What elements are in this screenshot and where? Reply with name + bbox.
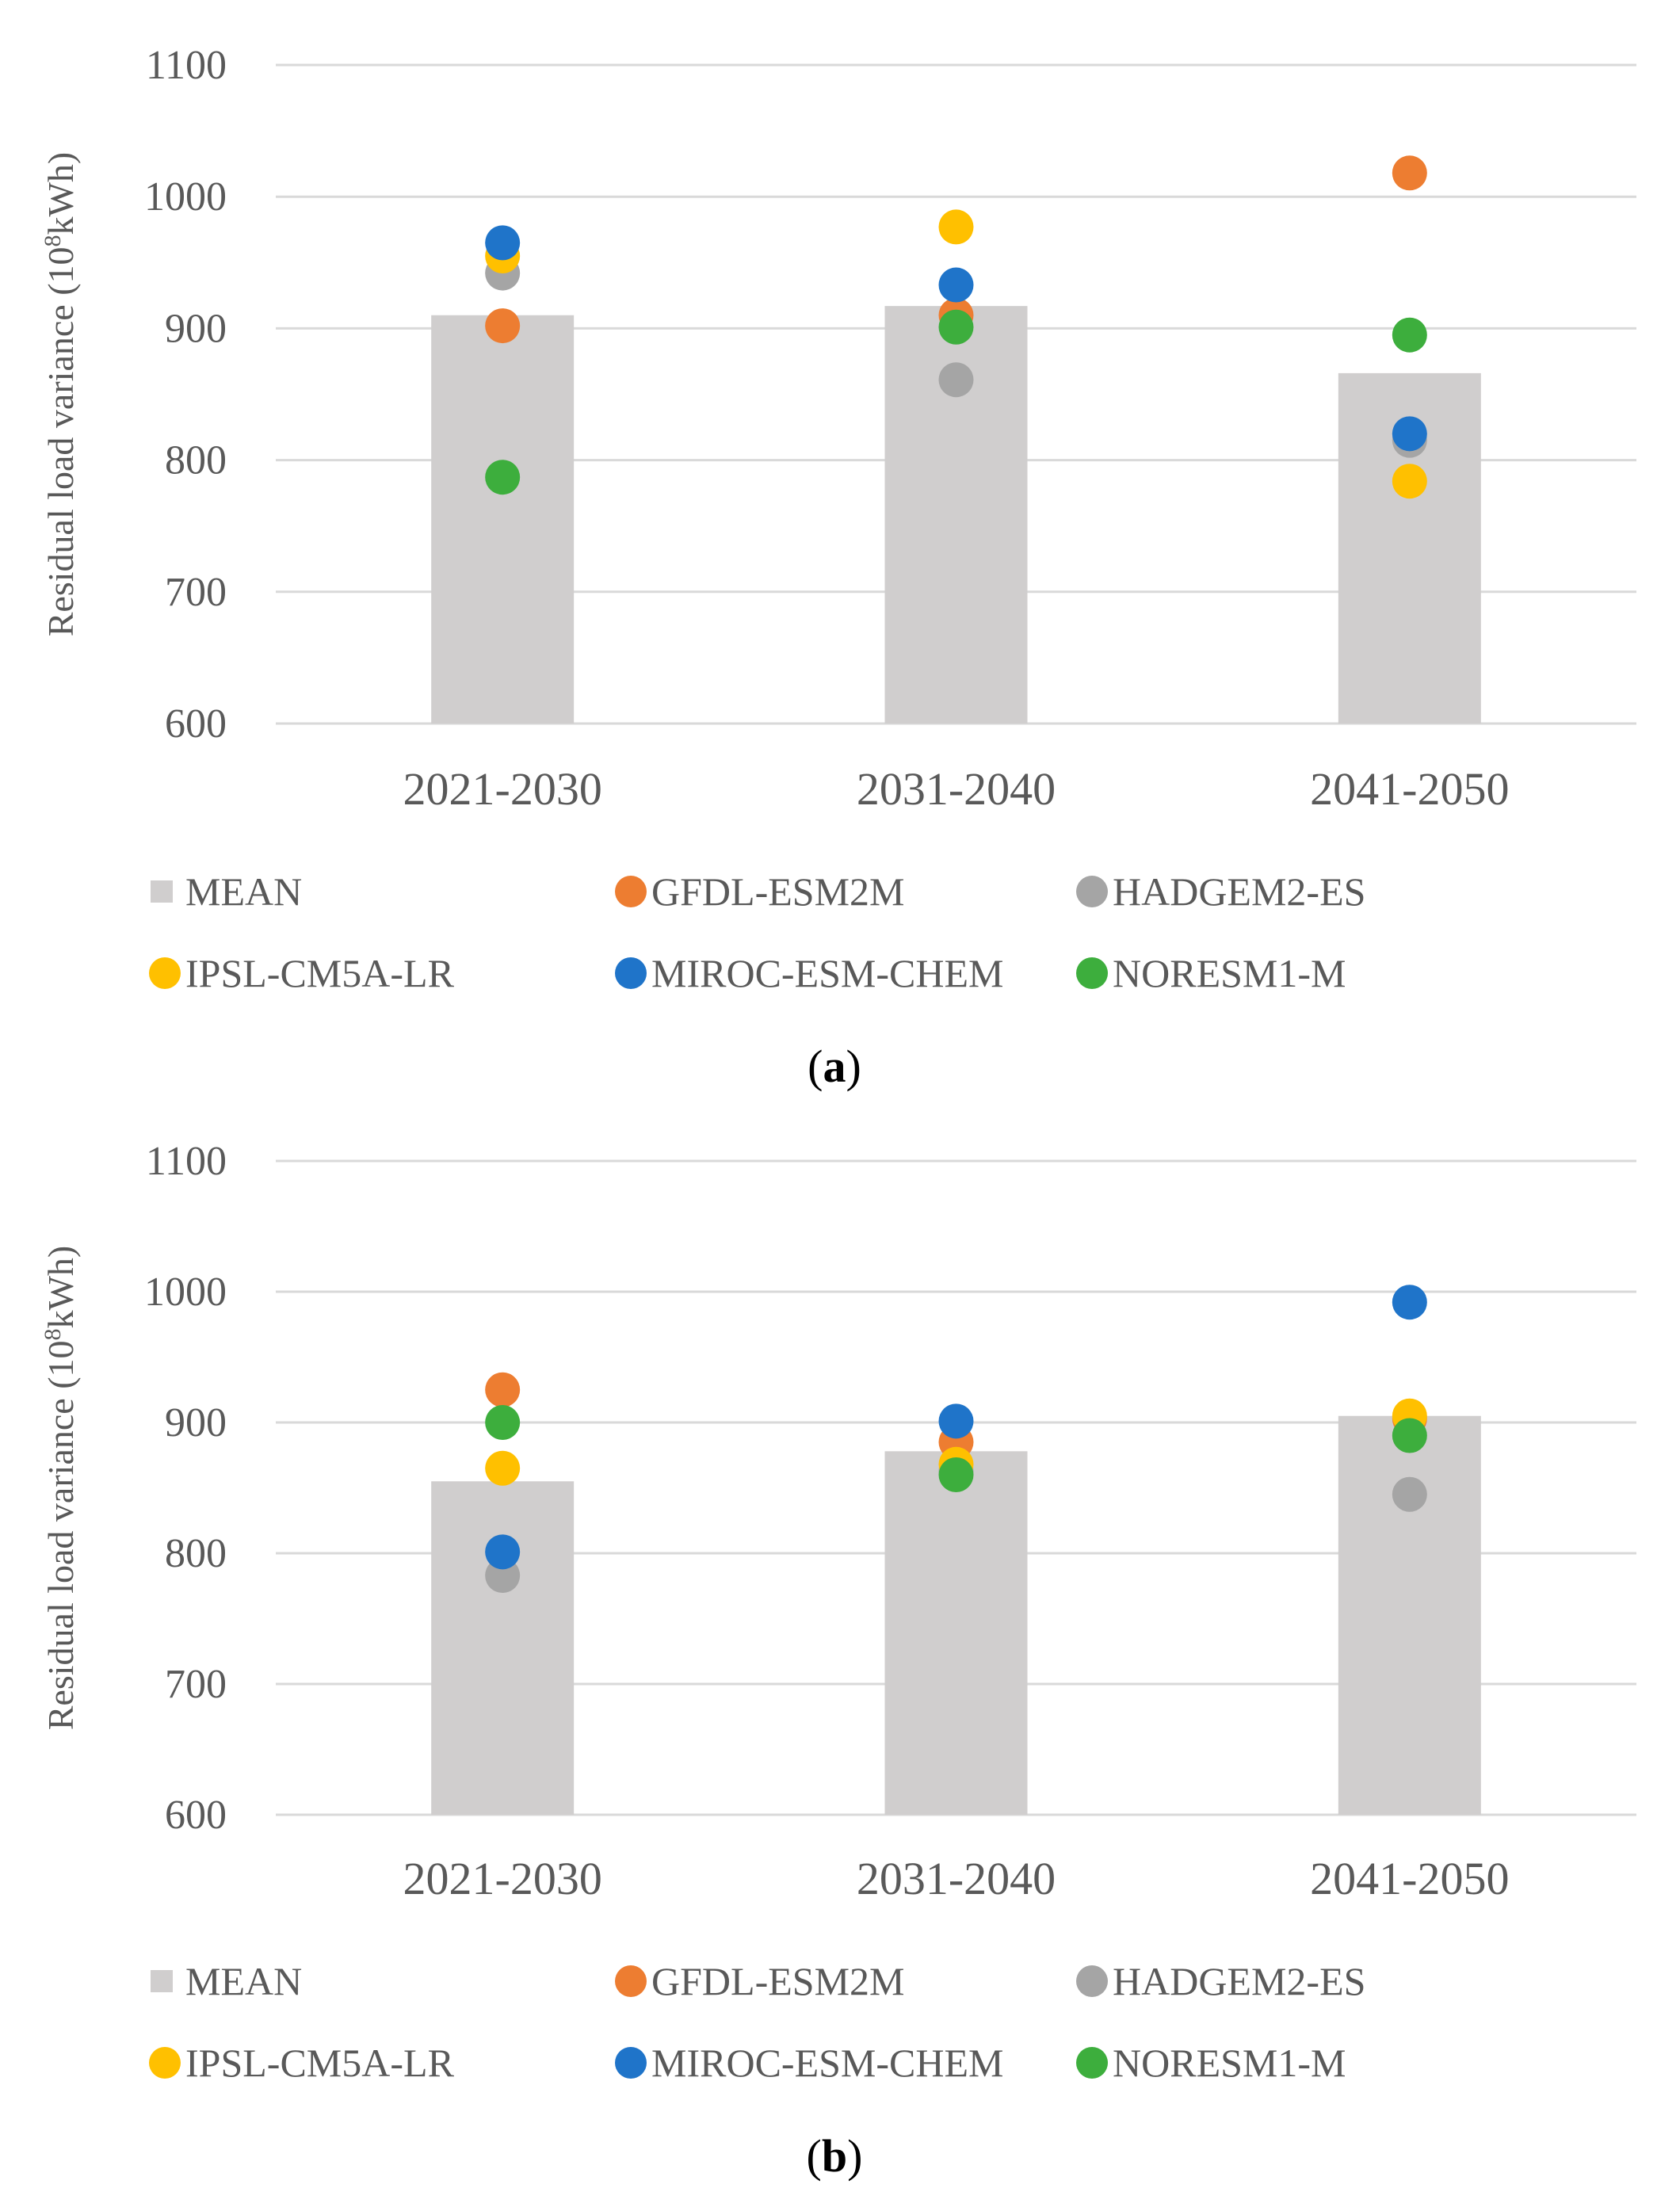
legend-swatch-ipsl-cm5a-lr: [149, 2047, 181, 2079]
point-hadgem2-es-2031-2040: [938, 362, 974, 398]
y-tick-label: 1000: [144, 1270, 227, 1315]
point-miroc-esm-chem-2041-2050: [1392, 1285, 1427, 1320]
caption-paren-open: (: [808, 1041, 823, 1092]
bar-mean-2021-2030: [431, 315, 575, 724]
legend-label-mean: MEAN: [185, 1959, 302, 2003]
y-tick-label: 700: [165, 570, 227, 615]
legend-label-noresm1-m: NORESM1-M: [1113, 2041, 1346, 2085]
y-axis-label-main: Residual load variance (10: [40, 246, 81, 636]
y-tick-label: 900: [165, 306, 227, 351]
legend-swatch-ipsl-cm5a-lr: [149, 957, 181, 989]
point-gfdl-esm2m-2021-2030: [485, 1372, 521, 1407]
chart-panel-a: 600 700 800 900 1000 1100 Residual load varian…: [40, 43, 1636, 1092]
y-axis-label-unit: kWh): [40, 1246, 81, 1329]
point-miroc-esm-chem-2021-2030: [485, 1534, 521, 1570]
point-noresm1-m-2041-2050: [1392, 317, 1427, 353]
point-hadgem2-es-2041-2050: [1392, 1476, 1427, 1512]
y-tick-label: 1100: [146, 43, 227, 88]
x-tick-label: 2041-2050: [1310, 1853, 1509, 1904]
legend-label-ipsl-cm5a-lr: IPSL-CM5A-LR: [185, 2041, 455, 2085]
point-ipsl-cm5a-lr-2021-2030: [485, 1450, 521, 1486]
legend-swatch-hadgem2-es: [1076, 1965, 1108, 1997]
panel-caption: (a): [808, 1041, 861, 1092]
point-ipsl-cm5a-lr-2041-2050: [1392, 464, 1427, 499]
y-axis-label: Residual load variance (108kWh): [40, 152, 82, 637]
legend-label-hadgem2-es: HADGEM2-ES: [1113, 869, 1365, 914]
point-miroc-esm-chem-2021-2030: [485, 225, 521, 261]
point-gfdl-esm2m-2041-2050: [1392, 155, 1427, 191]
legend-label-ipsl-cm5a-lr: IPSL-CM5A-LR: [185, 951, 455, 995]
x-tick-label: 2021-2030: [403, 763, 602, 815]
legend-swatch-miroc-esm-chem: [615, 957, 647, 989]
point-ipsl-cm5a-lr-2031-2040: [938, 209, 974, 245]
x-tick-label: 2041-2050: [1310, 763, 1509, 815]
point-noresm1-m-2021-2030: [485, 460, 521, 495]
legend-swatch-noresm1-m: [1076, 2047, 1108, 2079]
point-gfdl-esm2m-2021-2030: [485, 308, 521, 344]
bar-mean-2041-2050: [1338, 1415, 1481, 1815]
legend-label-gfdl-esm2m: GFDL-ESM2M: [651, 869, 904, 914]
y-tick-label: 800: [165, 438, 227, 483]
bar-mean-2021-2030: [431, 1481, 575, 1815]
point-miroc-esm-chem-2041-2050: [1392, 416, 1427, 452]
legend-label-hadgem2-es: HADGEM2-ES: [1113, 1959, 1365, 2003]
point-noresm1-m-2041-2050: [1392, 1418, 1427, 1453]
legend-label-noresm1-m: NORESM1-M: [1113, 951, 1346, 995]
caption-letter: b: [822, 2130, 847, 2182]
y-tick-label: 700: [165, 1662, 227, 1707]
point-noresm1-m-2021-2030: [485, 1405, 521, 1440]
y-axis-label-unit: kWh): [40, 152, 81, 235]
x-tick-label: 2021-2030: [403, 1853, 602, 1904]
y-axis-label: Residual load variance (108kWh): [40, 1246, 82, 1731]
point-noresm1-m-2031-2040: [938, 1457, 974, 1492]
panel-caption: (b): [807, 2130, 863, 2182]
legend-swatch-gfdl-esm2m: [615, 1965, 647, 1997]
y-tick-label: 600: [165, 701, 227, 747]
legend-label-gfdl-esm2m: GFDL-ESM2M: [651, 1959, 904, 2003]
caption-paren-close: ): [847, 2130, 862, 2182]
caption-paren-open: (: [807, 2130, 822, 2182]
point-noresm1-m-2031-2040: [938, 309, 974, 345]
bar-mean-2031-2040: [884, 1451, 1028, 1815]
legend-label-mean: MEAN: [185, 869, 302, 914]
legend-label-miroc-esm-chem: MIROC-ESM-CHEM: [651, 2041, 1003, 2085]
legend-swatch-mean: [151, 880, 173, 903]
point-miroc-esm-chem-2031-2040: [938, 267, 974, 303]
y-tick-label: 1100: [146, 1139, 227, 1184]
y-axis-label-superscript: 8: [40, 1328, 66, 1340]
point-miroc-esm-chem-2031-2040: [938, 1403, 974, 1439]
legend-swatch-gfdl-esm2m: [615, 876, 647, 907]
legend-label-miroc-esm-chem: MIROC-ESM-CHEM: [651, 951, 1003, 995]
legend-swatch-miroc-esm-chem: [615, 2047, 647, 2079]
y-axis-label-superscript: 8: [40, 235, 66, 246]
legend-swatch-hadgem2-es: [1076, 876, 1108, 907]
caption-letter: a: [823, 1041, 846, 1092]
y-tick-label: 1000: [144, 174, 227, 220]
chart-panel-b: 600 700 800 900 1000 1100 Residual load varian…: [40, 1139, 1636, 2182]
x-tick-label: 2031-2040: [857, 1853, 1056, 1904]
legend-swatch-mean: [151, 1970, 173, 1992]
caption-paren-close: ): [846, 1041, 861, 1092]
y-tick-label: 800: [165, 1531, 227, 1576]
x-tick-label: 2031-2040: [857, 763, 1056, 815]
y-tick-label: 600: [165, 1793, 227, 1838]
y-tick-label: 900: [165, 1400, 227, 1445]
y-axis-label-main: Residual load variance (10: [40, 1340, 81, 1730]
legend-swatch-noresm1-m: [1076, 957, 1108, 989]
